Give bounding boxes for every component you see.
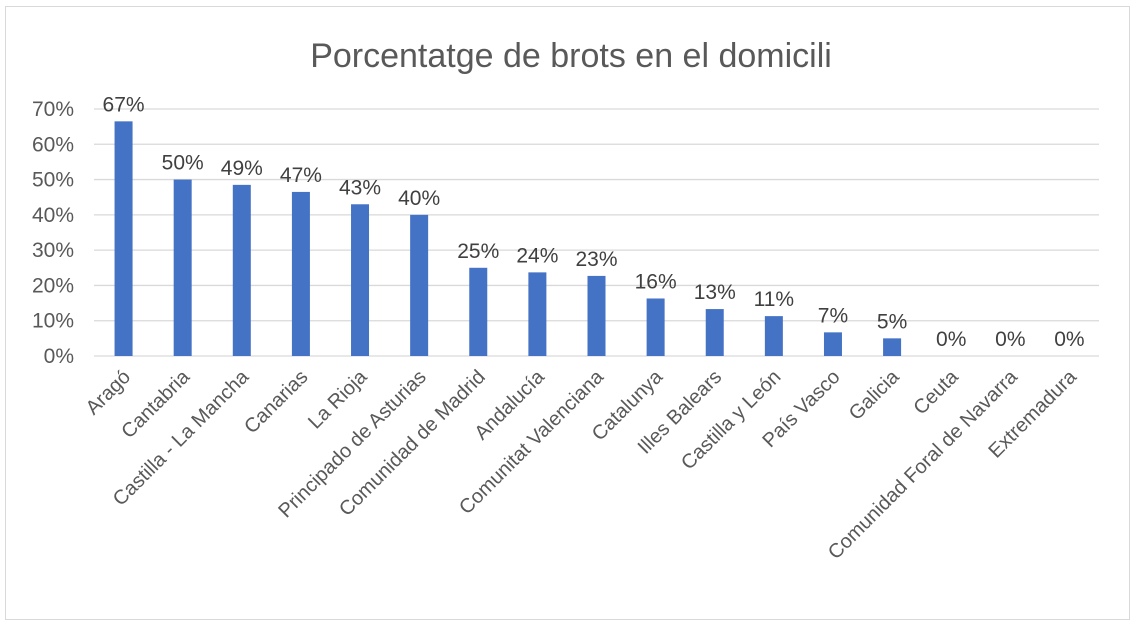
bars — [114, 121, 902, 356]
category-label: Ceuta — [909, 365, 963, 419]
data-label: 0% — [936, 328, 966, 351]
bar — [469, 267, 488, 356]
y-tick-label: 50% — [32, 169, 74, 192]
y-tick-label: 30% — [32, 239, 74, 262]
category-label: Canarias — [240, 366, 312, 438]
bar — [764, 316, 783, 356]
data-label: 67% — [103, 93, 145, 116]
bar-chart: Porcentatge de brots en el domicili 0% 10… — [32, 37, 1099, 564]
bar — [114, 121, 133, 356]
bar — [291, 191, 310, 356]
data-label: 49% — [221, 157, 263, 180]
data-label: 11% — [754, 288, 794, 311]
data-label: 13% — [694, 281, 736, 304]
bar — [646, 298, 665, 356]
data-label: 40% — [398, 187, 440, 210]
data-label: 0% — [995, 328, 1025, 351]
data-label: 25% — [457, 240, 499, 263]
bar — [232, 184, 251, 356]
data-label: 43% — [339, 176, 381, 199]
y-tick-label: 70% — [32, 98, 74, 121]
y-tick-label: 10% — [32, 310, 74, 333]
bar — [587, 275, 606, 356]
data-labels: 67% 50% 49% 47% 43% 40% 25% 24% 23% 16% 13% 11% 7% 5%… — [103, 93, 1085, 351]
data-label: 7% — [818, 304, 848, 327]
data-label: 24% — [516, 244, 558, 267]
bar — [528, 272, 547, 356]
bar — [410, 214, 429, 356]
data-label: 0% — [1054, 328, 1084, 351]
data-label: 23% — [575, 248, 617, 271]
bar — [173, 179, 192, 356]
chart-title: Porcentatge de brots en el domicili — [310, 37, 832, 75]
y-tick-label: 20% — [32, 274, 74, 297]
category-label: Galicia — [845, 365, 904, 424]
bar — [351, 204, 370, 356]
category-label: Aragó — [82, 366, 135, 419]
data-label: 50% — [162, 152, 204, 175]
y-tick-label: 0% — [44, 345, 74, 368]
chart-frame: Porcentatge de brots en el domicili 0% 10… — [5, 6, 1130, 620]
data-label: 16% — [635, 270, 677, 293]
data-label: 5% — [877, 310, 907, 333]
bar — [883, 338, 902, 356]
data-label: 47% — [280, 164, 322, 187]
y-tick-label: 40% — [32, 204, 74, 227]
y-axis-ticks: 0% 10% 20% 30% 40% 50% 60% 70% — [32, 98, 74, 368]
y-tick-label: 60% — [32, 133, 74, 156]
bar — [705, 309, 724, 356]
bar — [823, 332, 842, 356]
